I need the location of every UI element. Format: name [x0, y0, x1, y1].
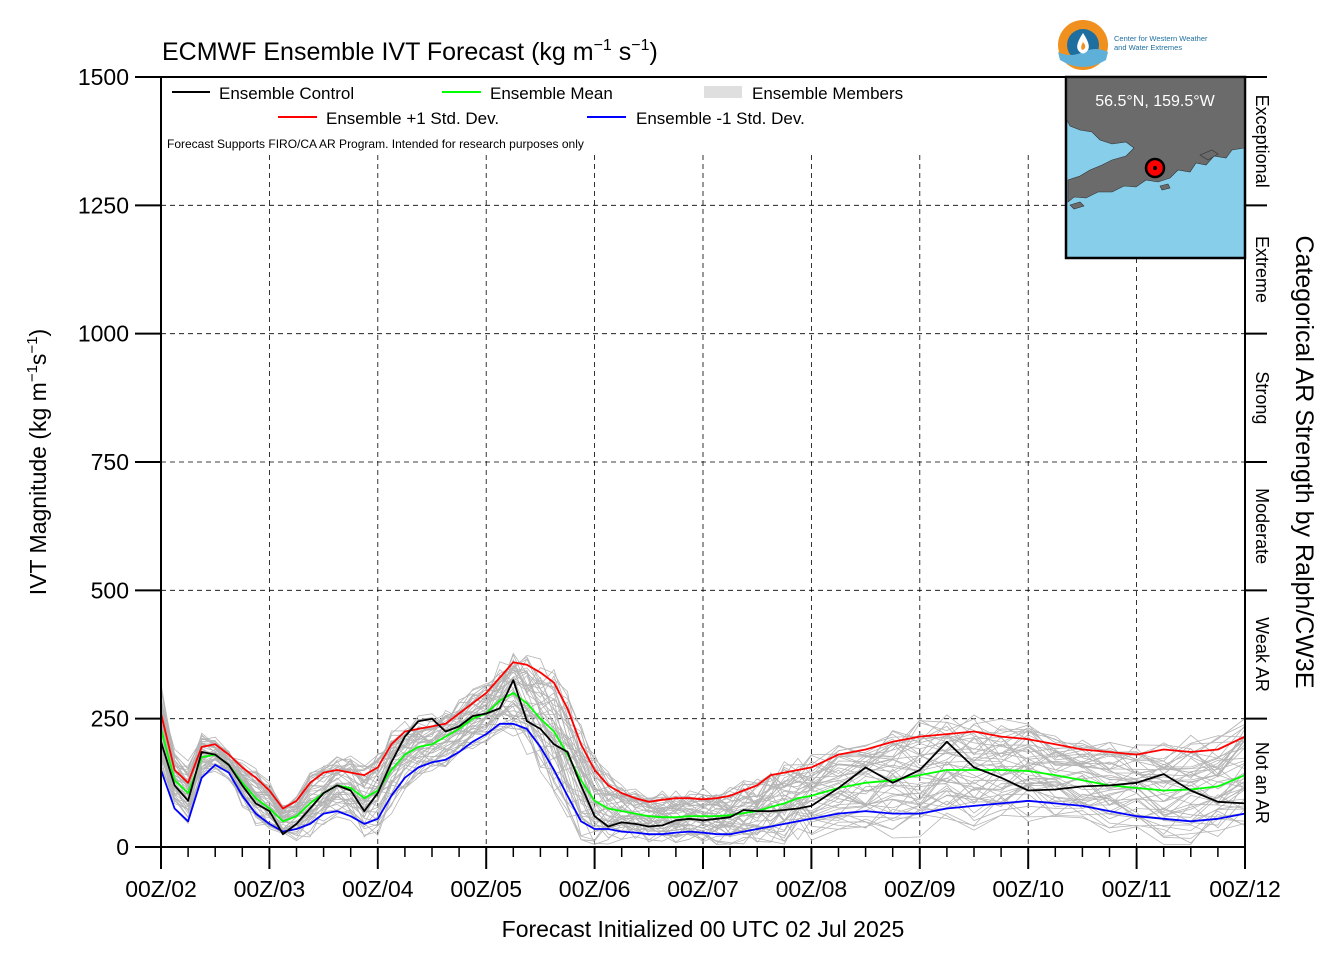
logo-text-line1: Center for Western Weather [1114, 34, 1208, 43]
right-axis-label: Categorical AR Strength by Ralph/CW3E [1290, 236, 1318, 689]
y-tick-label: 1000 [78, 321, 129, 347]
category-label: Extreme [1252, 236, 1272, 303]
flame-icon [1081, 42, 1086, 50]
ensemble-member-line [160, 712, 1246, 845]
location-marker-center [1153, 166, 1157, 170]
category-label: Not an AR [1252, 742, 1272, 824]
category-label: Exceptional [1252, 95, 1272, 188]
ensemble-member-line [160, 705, 1246, 830]
ensemble-member-line [160, 680, 1246, 822]
category-label: Moderate [1252, 488, 1272, 564]
ensemble-member-line [160, 674, 1246, 813]
x-tick-label: 00Z/06 [559, 876, 631, 902]
x-tick-label: 00Z/12 [1209, 876, 1281, 902]
legend-members-label: Ensemble Members [752, 84, 903, 103]
ensemble-member-line [160, 654, 1246, 814]
cw3e-logo: Center for Western Weather and Water Ext… [1058, 20, 1208, 70]
ensemble-member-line [160, 723, 1246, 845]
series-lines [160, 661, 1246, 836]
ensemble-member-line [160, 700, 1246, 835]
ensemble-member-line [160, 694, 1246, 832]
x-tick-label: 00Z/03 [234, 876, 306, 902]
map-coordinate-label: 56.5°N, 159.5°W [1095, 93, 1215, 110]
logo-wave-band [1058, 49, 1108, 67]
category-label: Strong [1252, 371, 1272, 424]
ensemble-member-line [160, 710, 1246, 834]
category-label: Weak AR [1252, 617, 1272, 692]
ensemble-member-line [160, 709, 1246, 830]
x-axis-label: Forecast Initialized 00 UTC 02 Jul 2025 [502, 916, 905, 942]
map-land-island-3 [1159, 183, 1171, 191]
series-minus-std-line [160, 722, 1246, 836]
ensemble-member-line [160, 667, 1246, 820]
x-tick-label: 00Z/08 [776, 876, 848, 902]
legend-members-swatch [704, 86, 742, 98]
ensemble-member-line [160, 656, 1246, 808]
x-tick-label: 00Z/07 [667, 876, 739, 902]
x-tick-label: 00Z/09 [884, 876, 956, 902]
y-tick-label: 750 [91, 449, 129, 475]
series-plus-std-line [160, 661, 1246, 810]
legend-minus-label: Ensemble -1 Std. Dev. [636, 109, 805, 128]
ar-categories: Not an AR Weak AR Moderate Strong Extreme Exc… [1245, 76, 1272, 824]
inset-map: 56.5°N, 159.5°W [1064, 75, 1247, 260]
series-control-line [160, 679, 1246, 836]
map-land-mainland [1066, 77, 1245, 203]
x-tick-label: 00Z/05 [450, 876, 522, 902]
y-tick-label: 1500 [78, 64, 129, 90]
y-tick-label: 250 [91, 706, 129, 732]
y-tick-label: 1250 [78, 192, 129, 218]
axes: 0 250 500 750 1000 1250 1500 00Z/02 00Z/03 00Z/04… [78, 64, 1281, 902]
x-tick-label: 00Z/04 [342, 876, 414, 902]
y-tick-label: 500 [91, 577, 129, 603]
series-mean-line [160, 692, 1246, 823]
legend-plus-label: Ensemble +1 Std. Dev. [326, 109, 499, 128]
logo-text-line2: and Water Extremes [1114, 43, 1182, 52]
map-land-island-1 [1069, 201, 1085, 210]
legend-mean-label: Ensemble Mean [490, 84, 613, 103]
ensemble-member-line [160, 688, 1246, 829]
x-tick-label: 00Z/11 [1102, 876, 1172, 902]
y-axis-label: IVT Magnitude (kg m−1s−1) [24, 329, 51, 595]
research-note: Forecast Supports FIRO/CA AR Program. In… [167, 137, 584, 151]
grid-lines [161, 155, 1245, 847]
map-land-island-2 [1199, 149, 1219, 161]
chart-title: ECMWF Ensemble IVT Forecast (kg m−1 s−1) [162, 37, 658, 66]
x-tick-label: 00Z/10 [992, 876, 1064, 902]
ensemble-member-line [160, 707, 1246, 836]
legend-control-label: Ensemble Control [219, 84, 354, 103]
ensemble-member-line [160, 658, 1246, 809]
y-tick-label: 0 [116, 834, 129, 860]
x-tick-label: 00Z/02 [125, 876, 197, 902]
legend: Ensemble Control Ensemble Mean Ensemble … [167, 84, 903, 151]
